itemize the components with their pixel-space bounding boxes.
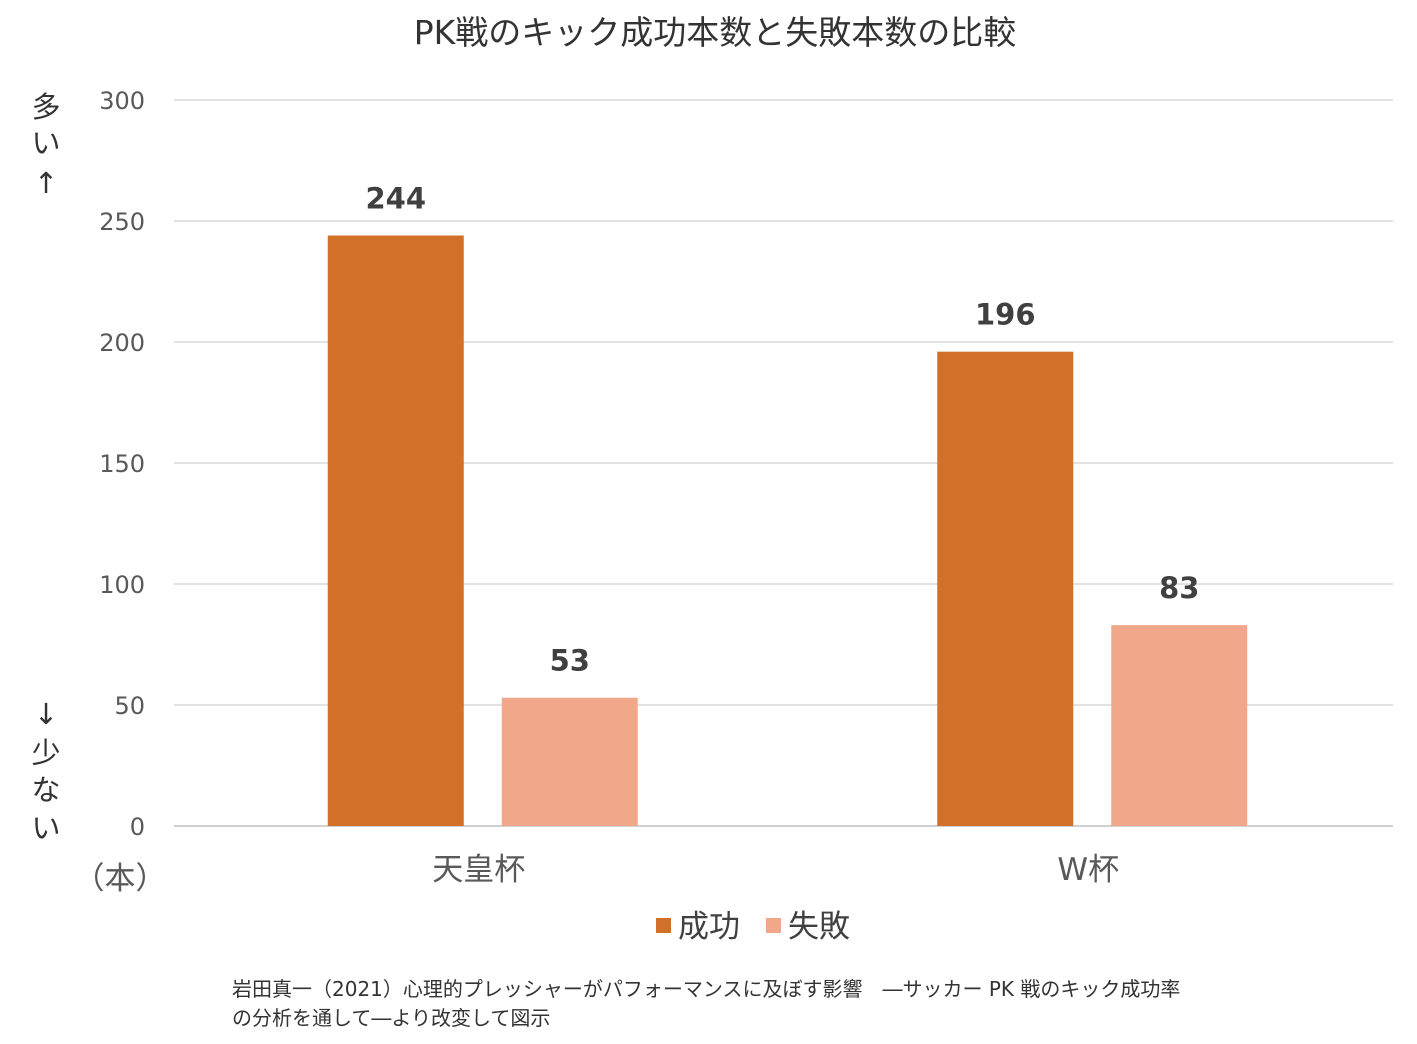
y-label-char: 多: [31, 90, 60, 124]
y-tick-label: 300: [99, 87, 145, 115]
x-axis-categories: 天皇杯 W杯: [432, 852, 1119, 888]
y-label-char: い: [31, 811, 60, 845]
legend: 成功 失敗: [656, 909, 850, 945]
source-note-line-1: 岩田真一（2021）心理的プレッシャーがパフォーマンスに及ぼす影響 ―サッカー …: [232, 977, 1181, 1001]
legend-swatch: [766, 918, 781, 933]
legend-label: 成功: [678, 909, 740, 945]
bar: [937, 351, 1074, 826]
y-axis-ticks: 0 50 100 150 200 250 300: [99, 87, 145, 841]
bars: [327, 235, 1248, 826]
bar: [1111, 625, 1248, 826]
y-tick-label: 50: [114, 692, 145, 720]
y-tick-label: 150: [99, 450, 145, 478]
y-tick-label: 100: [99, 571, 145, 599]
data-label: 83: [1159, 571, 1199, 605]
data-label: 196: [975, 298, 1036, 332]
unit-label: （本）: [74, 861, 167, 897]
bar: [501, 697, 638, 826]
data-label: 53: [550, 644, 590, 678]
y-tick-label: 250: [99, 208, 145, 236]
bar: [327, 235, 464, 826]
source-note-line-2: の分析を通して―より改変して図示: [232, 1006, 551, 1030]
x-category-label: 天皇杯: [432, 852, 525, 888]
data-labels: 244 53 196 83: [365, 182, 1199, 678]
chart-title: PK戦のキック成功本数と失敗本数の比較: [414, 13, 1017, 52]
x-category-label: W杯: [1057, 852, 1119, 888]
legend-label: 失敗: [788, 909, 850, 945]
y-label-char: ↑: [34, 166, 58, 200]
y-axis-label: 多い↑↓少ない: [31, 90, 60, 845]
y-label-char: 少: [31, 736, 60, 770]
y-label-char: い: [31, 126, 60, 160]
y-tick-label: 0: [130, 813, 145, 841]
y-label-char: な: [31, 773, 60, 807]
legend-swatch: [656, 918, 671, 933]
y-tick-label: 200: [99, 329, 145, 357]
data-label: 244: [365, 182, 426, 216]
y-label-char: ↓: [34, 697, 58, 731]
